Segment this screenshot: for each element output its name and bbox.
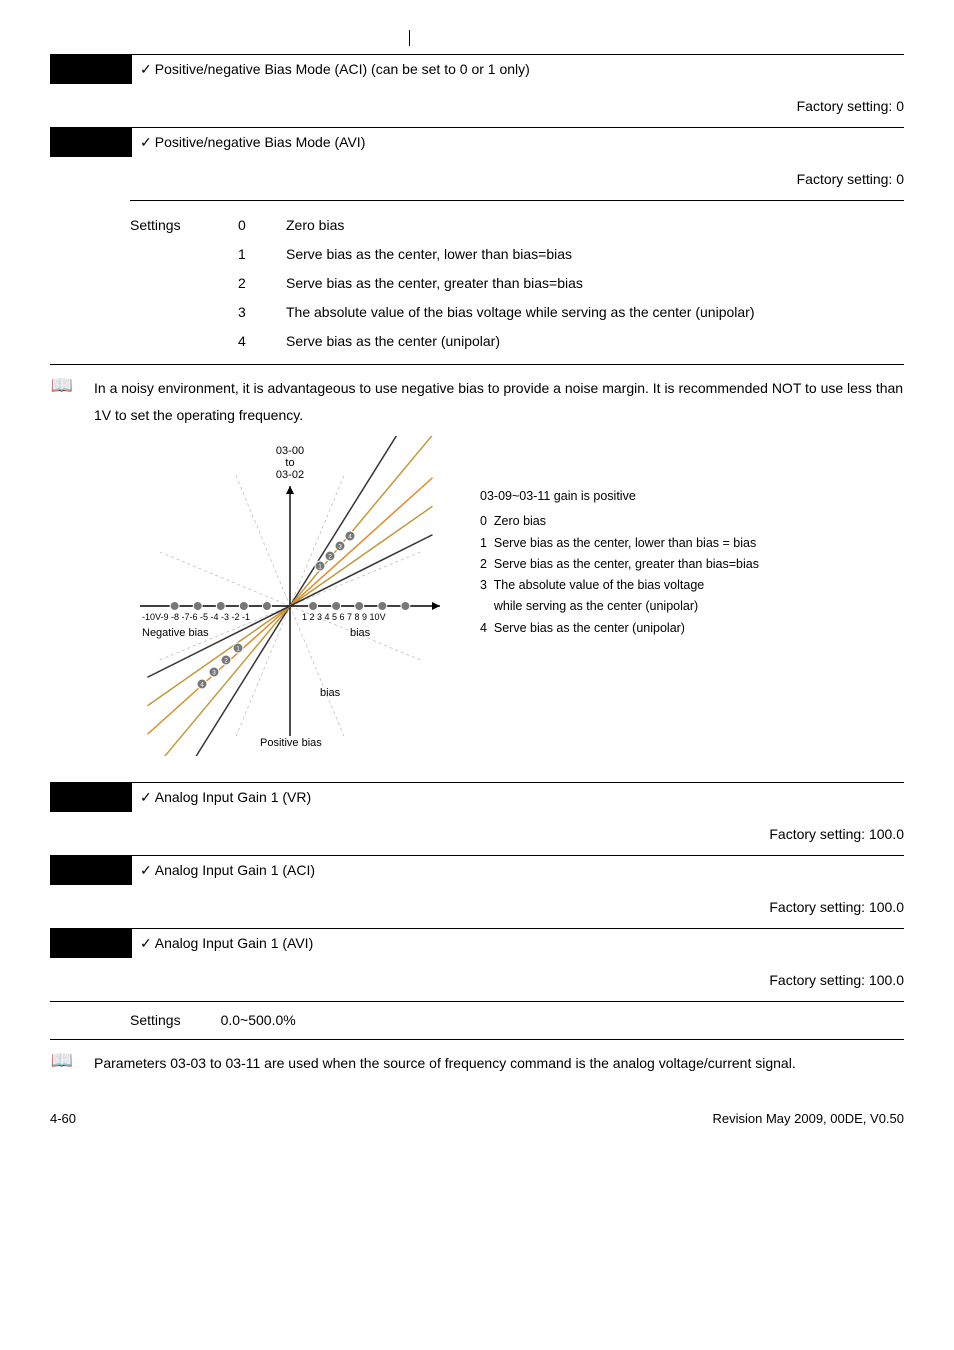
legend-item: 2 Serve bias as the center, greater than… [480, 554, 759, 575]
setting-desc: The absolute value of the bias voltage w… [286, 302, 904, 323]
note-row: 📖 Parameters 03-03 to 03-11 are used whe… [50, 1040, 904, 1081]
legend-item: 1 Serve bias as the center, lower than b… [480, 533, 759, 554]
settings-label: Settings [130, 1010, 181, 1031]
slash-icon: ✓ [140, 59, 149, 80]
slash-icon: ✓ [140, 787, 149, 808]
param-header-gain-avi: ✓ Analog Input Gain 1 (AVI) [50, 928, 904, 958]
setting-idx: 2 [238, 273, 258, 294]
setting-desc: Serve bias as the center, lower than bia… [286, 244, 904, 265]
param-header-avi-bias: ✓ Positive/negative Bias Mode (AVI) [50, 127, 904, 157]
setting-idx: 0 [238, 215, 258, 236]
legend-block: 03-09~03-11 gain is positive 0 Zero bias… [480, 436, 759, 639]
svg-text:1 2 3 4 5 6 7 8 9 10V: 1 2 3 4 5 6 7 8 9 10V [302, 612, 386, 622]
svg-text:3: 3 [212, 670, 216, 677]
slash-icon: ✓ [140, 933, 149, 954]
param-title: Analog Input Gain 1 (VR) [155, 787, 311, 808]
setting-idx: 3 [238, 302, 258, 323]
param-title: Positive/negative Bias Mode (ACI) (can b… [155, 59, 530, 80]
factory-setting: Factory setting: 100.0 [50, 964, 904, 1001]
svg-text:-10V-9 -8 -7-6 -5 -4 -3 -2 -1: -10V-9 -8 -7-6 -5 -4 -3 -2 -1 [142, 612, 250, 622]
settings-label: Settings [130, 215, 210, 236]
slash-icon: ✓ [140, 132, 149, 153]
book-icon: 📖 [50, 1050, 74, 1077]
svg-text:1: 1 [318, 564, 322, 571]
page-footer: 4-60 Revision May 2009, 00DE, V0.50 [50, 1081, 904, 1129]
svg-text:Negative bias: Negative bias [142, 627, 209, 639]
svg-text:1: 1 [236, 646, 240, 653]
svg-text:03-02: 03-02 [276, 469, 304, 481]
settings-range: 0.0~500.0% [221, 1010, 296, 1031]
slash-icon: ✓ [140, 860, 149, 881]
setting-desc: Serve bias as the center, greater than b… [286, 273, 904, 294]
svg-text:2: 2 [224, 658, 228, 665]
svg-text:to: to [285, 457, 294, 469]
param-title: Analog Input Gain 1 (ACI) [155, 860, 315, 881]
settings-table: Settings 0 Zero bias 1 Serve bias as the… [50, 200, 904, 356]
setting-idx: 4 [238, 331, 258, 352]
svg-text:2: 2 [328, 554, 332, 561]
param-header-aci-bias: ✓ Positive/negative Bias Mode (ACI) (can… [50, 54, 904, 84]
note-text: In a noisy environment, it is advantageo… [94, 375, 904, 428]
legend-header: 03-09~03-11 gain is positive [480, 486, 759, 507]
legend-item: 0 Zero bias [480, 511, 759, 532]
param-code-block [50, 783, 130, 812]
setting-idx: 1 [238, 244, 258, 265]
svg-text:3: 3 [338, 544, 342, 551]
bias-chart: 1234123403-00to03-02-10V-9 -8 -7-6 -5 -4… [110, 436, 470, 762]
settings-range-row: Settings 0.0~500.0% [50, 1001, 904, 1040]
setting-desc: Zero bias [286, 215, 904, 236]
svg-text:03-00: 03-00 [276, 445, 304, 457]
svg-text:4: 4 [348, 534, 352, 541]
note-row: 📖 In a noisy environment, it is advantag… [50, 364, 904, 432]
param-code-block [50, 55, 130, 84]
setting-desc: Serve bias as the center (unipolar) [286, 331, 904, 352]
svg-text:4: 4 [200, 682, 204, 689]
param-header-gain-aci: ✓ Analog Input Gain 1 (ACI) [50, 855, 904, 885]
revision-text: Revision May 2009, 00DE, V0.50 [713, 1109, 905, 1129]
svg-text:Positive bias: Positive bias [260, 737, 322, 749]
svg-text:bias: bias [320, 687, 341, 699]
param-code-block [50, 128, 130, 157]
svg-text:bias: bias [350, 627, 371, 639]
book-icon: 📖 [50, 375, 74, 428]
legend-item: 4 Serve bias as the center (unipolar) [480, 618, 759, 639]
note-text: Parameters 03-03 to 03-11 are used when … [94, 1050, 904, 1077]
top-divider-tick [50, 30, 904, 50]
param-code-block [50, 929, 130, 958]
legend-item: 3 The absolute value of the bias voltage… [480, 575, 759, 618]
param-header-gain-vr: ✓ Analog Input Gain 1 (VR) [50, 782, 904, 812]
factory-setting: Factory setting: 0 [50, 90, 904, 127]
factory-setting: Factory setting: 100.0 [50, 891, 904, 928]
factory-setting: Factory setting: 100.0 [50, 818, 904, 855]
bias-diagram-region: 1234123403-00to03-02-10V-9 -8 -7-6 -5 -4… [50, 432, 904, 782]
param-code-block [50, 856, 130, 885]
factory-setting: Factory setting: 0 [50, 163, 904, 200]
page-number: 4-60 [50, 1109, 76, 1129]
param-title: Positive/negative Bias Mode (AVI) [155, 132, 366, 153]
param-title: Analog Input Gain 1 (AVI) [155, 933, 314, 954]
